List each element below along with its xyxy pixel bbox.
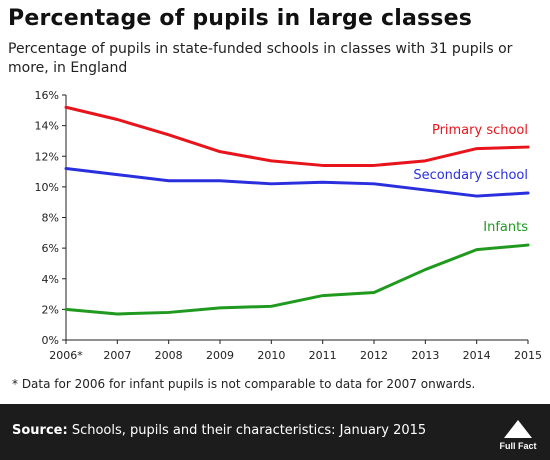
y-tick-label: 6% <box>42 242 59 255</box>
y-tick-label: 14% <box>35 120 59 133</box>
footer-bar: Source: Schools, pupils and their charac… <box>0 404 550 460</box>
x-tick-label: 2015 <box>514 349 542 362</box>
x-tick-label: 2012 <box>360 349 388 362</box>
series-label: Secondary school <box>413 168 528 183</box>
series-line-secondary-school <box>64 167 530 198</box>
x-tick-label: 2014 <box>463 349 491 362</box>
y-tick-label: 10% <box>35 181 59 194</box>
y-tick-label: 12% <box>35 150 59 163</box>
logo-text: Full Fact <box>499 441 536 451</box>
full-fact-logo: Full Fact <box>499 420 537 451</box>
x-tick-label: 2009 <box>206 349 234 362</box>
footnote: * Data for 2006 for infant pupils is not… <box>12 377 476 391</box>
y-tick-label: 16% <box>35 89 59 102</box>
series-line-primary-school <box>64 105 530 167</box>
source-line: Source: Schools, pupils and their charac… <box>12 423 426 438</box>
x-tick-label: 2011 <box>309 349 337 362</box>
series-label: Infants <box>483 220 528 235</box>
chart-title: Percentage of pupils in large classes <box>8 6 473 31</box>
y-tick-label: 0% <box>42 334 59 347</box>
source-text: Schools, pupils and their characteristic… <box>67 423 427 438</box>
x-tick-label: 2007 <box>103 349 131 362</box>
line-chart: 0% 2% 4% 6% 8% 10% 12% 14% 16% 2006* 2007 2008 2009 2… <box>35 89 542 362</box>
series-label: Primary school <box>432 123 528 138</box>
chart-subtitle: Percentage of pupils in state-funded sch… <box>8 41 513 76</box>
series-line-infants <box>64 243 530 316</box>
source-label: Source: <box>12 423 68 438</box>
x-tick-label: 2006* <box>49 349 83 362</box>
y-tick-label: 8% <box>42 212 59 225</box>
x-tick-label: 2010 <box>257 349 285 362</box>
y-tick-label: 4% <box>42 273 59 286</box>
x-tick-label: 2008 <box>155 349 183 362</box>
x-tick-label: 2013 <box>411 349 439 362</box>
y-tick-label: 2% <box>42 303 59 316</box>
